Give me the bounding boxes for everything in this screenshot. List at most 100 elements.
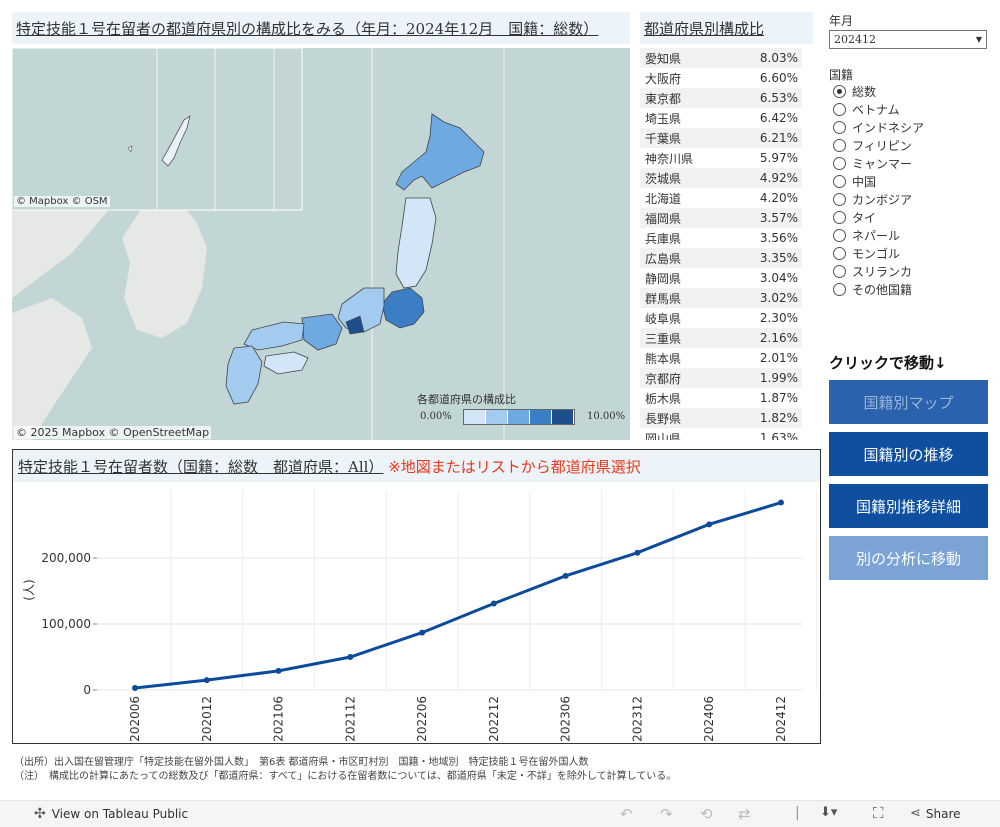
pref-row[interactable]: 愛知県 8.03% xyxy=(640,48,802,68)
download-icon[interactable]: ⬇▾ xyxy=(820,805,838,820)
nationality-radio-option[interactable]: カンボジア xyxy=(833,190,924,208)
pref-row[interactable]: 神奈川県 5.97% xyxy=(640,148,802,168)
radio-button-icon[interactable] xyxy=(833,282,846,296)
pref-row[interactable]: 千葉県 6.21% xyxy=(640,128,802,148)
pref-row[interactable]: 埼玉県 6.42% xyxy=(640,108,802,128)
x-tick-label: 202006 xyxy=(128,696,142,742)
data-point[interactable] xyxy=(706,521,713,528)
nationality-radio-option[interactable]: フィリピン xyxy=(833,136,924,154)
nationality-radio-option[interactable]: モンゴル xyxy=(833,244,924,262)
radio-button-icon[interactable] xyxy=(833,228,846,242)
legend-swatch[interactable] xyxy=(486,410,508,424)
radio-option-label: 中国 xyxy=(852,174,877,189)
pref-name: 熊本県 xyxy=(645,351,682,366)
legend-swatch[interactable] xyxy=(530,410,552,424)
radio-button-icon[interactable] xyxy=(833,246,846,260)
nationality-radio-option[interactable]: ベトナム xyxy=(833,100,924,118)
pref-row[interactable]: 福岡県 3.57% xyxy=(640,208,802,228)
data-point[interactable] xyxy=(490,600,497,607)
legend-swatch[interactable] xyxy=(508,410,530,424)
refresh-icon[interactable]: ⇄ xyxy=(738,805,751,823)
data-point[interactable] xyxy=(203,677,210,684)
pref-row[interactable]: 大阪府 6.60% xyxy=(640,68,802,88)
revert-icon[interactable]: ⟲ xyxy=(700,805,713,823)
tableau-logo-icon: ✣ xyxy=(34,806,46,822)
nationality-trend-detail-button[interactable]: 国籍別推移詳細 xyxy=(829,484,988,528)
data-point[interactable] xyxy=(347,654,354,660)
pref-row[interactable]: 岐阜県 2.30% xyxy=(640,308,802,328)
pref-list[interactable]: 愛知県 8.03% 大阪府 6.60% 東京都 6.53% 埼玉県 6.42% 千葉県 6.21%… xyxy=(640,48,802,440)
redo-icon[interactable]: ↷ xyxy=(660,805,673,823)
pref-row[interactable]: 群馬県 3.02% xyxy=(640,288,802,308)
data-point[interactable] xyxy=(778,499,784,506)
radio-button-icon[interactable] xyxy=(833,210,846,224)
data-point[interactable] xyxy=(275,667,282,674)
japan-map[interactable]: © Mapbox © OSM © 2025 Mapbox © OpenStree… xyxy=(12,48,630,440)
nationality-trend-button[interactable]: 国籍別の推移 xyxy=(829,432,988,476)
nationality-radio-group[interactable]: 総数 ベトナム インドネシア フィリピン ミャンマー中国 カンボジアタイ ネパール モンゴルス… xyxy=(833,82,924,298)
pref-name: 愛知県 xyxy=(645,51,682,66)
pref-row[interactable]: 静岡県 3.04% xyxy=(640,268,802,288)
data-point[interactable] xyxy=(634,549,641,556)
pref-row[interactable]: 兵庫県 3.56% xyxy=(640,228,802,248)
nationality-radio-option[interactable]: スリランカ xyxy=(833,262,924,280)
fullscreen-icon[interactable]: ⛶ xyxy=(873,804,884,822)
pref-name: 栃木県 xyxy=(645,391,682,406)
radio-button-icon[interactable] xyxy=(833,174,846,188)
x-tick-label: 202312 xyxy=(630,696,644,742)
nationality-radio-option[interactable]: 総数 xyxy=(833,82,924,100)
radio-button-icon[interactable] xyxy=(833,120,846,134)
pref-row[interactable]: 京都府 1.99% xyxy=(640,368,802,388)
pref-row[interactable]: 栃木県 1.87% xyxy=(640,388,802,408)
radio-button-icon[interactable] xyxy=(833,102,846,116)
radio-button-icon[interactable] xyxy=(833,84,846,98)
nationality-radio-option[interactable]: その他国籍 xyxy=(833,280,924,298)
pref-name: 神奈川県 xyxy=(645,151,694,166)
share-label: Share xyxy=(925,806,961,821)
legend-color-scale xyxy=(463,409,575,425)
pref-share-value: 3.56% xyxy=(759,231,798,245)
pref-share-value: 4.20% xyxy=(759,191,798,205)
radio-option-label: タイ xyxy=(852,210,877,225)
data-point[interactable] xyxy=(419,629,426,636)
pref-row[interactable]: 熊本県 2.01% xyxy=(640,348,802,368)
x-tick-label: 202212 xyxy=(487,696,501,742)
pref-name: 福岡県 xyxy=(645,211,682,226)
legend-swatch[interactable] xyxy=(552,410,574,424)
nationality-radio-option[interactable]: タイ xyxy=(833,208,924,226)
share-icon: ⋖ xyxy=(910,806,921,821)
nationality-radio-option[interactable]: ミャンマー xyxy=(833,154,924,172)
inset-attribution[interactable]: © Mapbox © OSM xyxy=(14,196,110,207)
nationality-radio-option[interactable]: 中国 xyxy=(833,172,924,190)
map-canvas[interactable] xyxy=(12,48,630,440)
pref-row[interactable]: 北海道 4.20% xyxy=(640,188,802,208)
nationality-map-button[interactable]: 国籍別マップ xyxy=(829,380,988,424)
pref-row[interactable]: 三重県 2.16% xyxy=(640,328,802,348)
data-point[interactable] xyxy=(132,685,138,692)
pref-share-value: 2.01% xyxy=(759,351,798,365)
legend-max-label: 10.00% xyxy=(587,411,626,422)
pref-row[interactable]: 茨城県 4.92% xyxy=(640,168,802,188)
radio-button-icon[interactable] xyxy=(833,156,846,170)
map-attribution[interactable]: © 2025 Mapbox © OpenStreetMap xyxy=(14,426,212,439)
share-button[interactable]: ⋖ Share xyxy=(910,806,961,821)
map-title: 特定技能１号在留者の都道府県別の構成比をみる（年月：2024年12月 国籍：総数… xyxy=(12,12,630,44)
undo-icon[interactable]: ↶ xyxy=(620,805,633,823)
legend-swatch[interactable] xyxy=(464,410,486,424)
other-analysis-button[interactable]: 別の分析に移動 xyxy=(829,536,988,580)
pref-share-value: 3.35% xyxy=(759,251,798,265)
nationality-radio-option[interactable]: インドネシア xyxy=(833,118,924,136)
radio-button-icon[interactable] xyxy=(833,192,846,206)
pref-row[interactable]: 岡山県 1.63% xyxy=(640,428,802,440)
data-point[interactable] xyxy=(562,572,569,579)
radio-button-icon[interactable] xyxy=(833,138,846,152)
line-chart-svg[interactable]: 0 100,000 200,000 (人) 202006 202012 202106 2021… xyxy=(13,482,820,743)
view-on-tableau-link[interactable]: ✣ View on Tableau Public xyxy=(34,806,188,822)
view-on-tableau-label: View on Tableau Public xyxy=(51,807,189,821)
pref-row[interactable]: 長野県 1.82% xyxy=(640,408,802,428)
pref-row[interactable]: 広島県 3.35% xyxy=(640,248,802,268)
radio-button-icon[interactable] xyxy=(833,264,846,278)
nationality-radio-option[interactable]: ネパール xyxy=(833,226,924,244)
pref-row[interactable]: 東京都 6.53% xyxy=(640,88,802,108)
month-dropdown[interactable]: 202412 ▼ xyxy=(829,30,987,49)
